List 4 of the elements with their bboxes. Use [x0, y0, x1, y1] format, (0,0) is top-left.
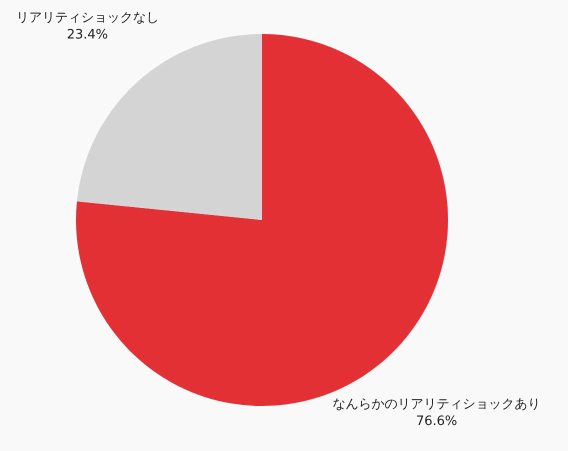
data-label: 23.4%: [66, 28, 108, 43]
slice-label: リアリティショックなし: [16, 10, 159, 26]
data-label: 76.6%: [416, 414, 458, 430]
slice-label: なんらかのリアリティショックあり: [332, 397, 541, 412]
